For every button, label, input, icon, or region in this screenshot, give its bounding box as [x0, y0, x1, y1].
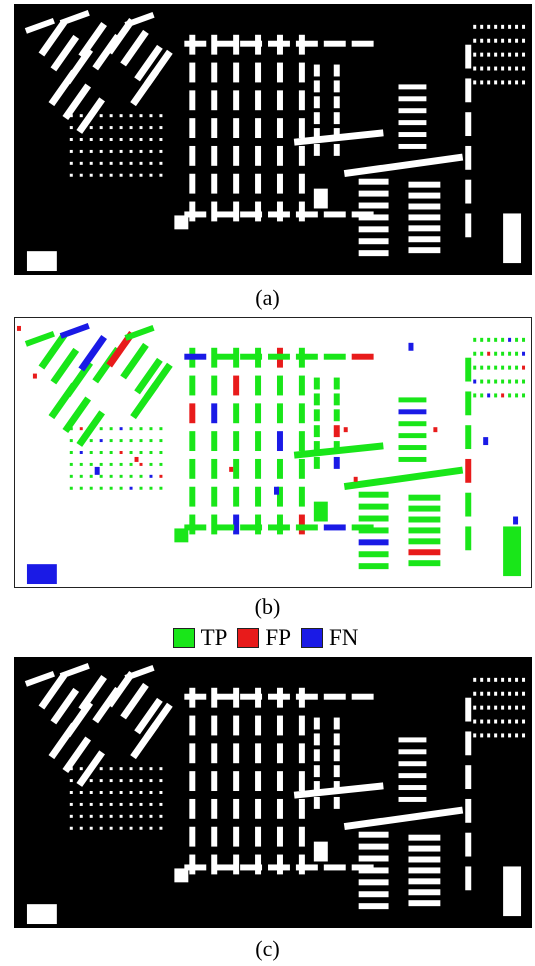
- error-map-image: [14, 317, 532, 588]
- caption-a: (a): [255, 285, 280, 310]
- legend: TP FP FN: [0, 624, 535, 652]
- legend-label-fp: FP: [265, 625, 292, 650]
- legend-item-tp: TP: [172, 625, 228, 651]
- fp-swatch: [237, 628, 260, 648]
- caption-b: (b): [254, 594, 281, 619]
- legend-item-fp: FP: [237, 625, 291, 651]
- prediction-mask-image: [14, 657, 532, 928]
- ground-truth-mask-image: [14, 4, 532, 275]
- tp-swatch: [172, 628, 195, 648]
- fn-swatch: [301, 628, 324, 648]
- legend-label-tp: TP: [200, 625, 228, 650]
- legend-label-fn: FN: [329, 625, 359, 650]
- legend-item-fn: FN: [301, 625, 358, 651]
- caption-c: (c): [255, 936, 280, 961]
